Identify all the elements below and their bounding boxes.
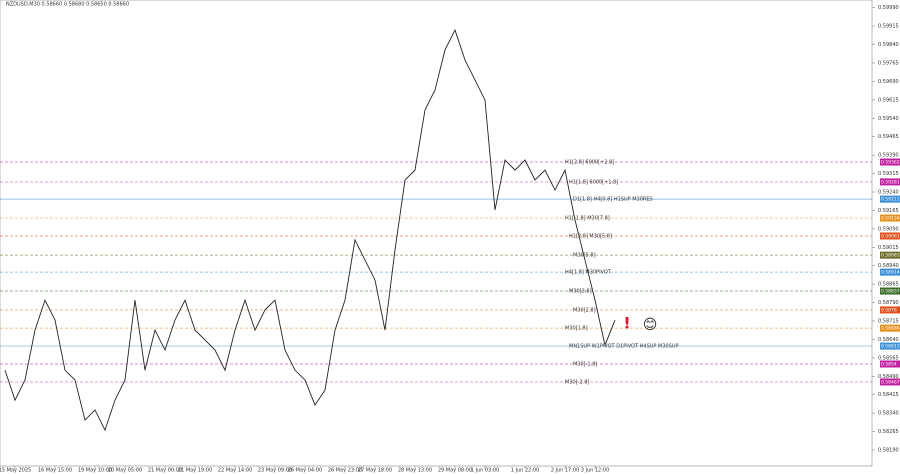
y-tick-label: 0.59990 — [878, 5, 899, 11]
price-box-label: 0.58686 — [881, 326, 900, 332]
y-tick-label: 0.58490 — [878, 374, 899, 380]
y-tick-label: 0.59090 — [878, 226, 899, 232]
x-tick-label: 22 May 14:00 — [218, 468, 252, 474]
x-tick-label: 28 May 13:00 — [398, 468, 432, 474]
level-label: H1[2.8] 6000[+2.8] — [565, 160, 614, 166]
price-box-label: 0.59281 — [881, 179, 900, 185]
y-tick-label: 0.58640 — [878, 337, 899, 343]
price-line — [4, 28, 616, 432]
x-tick-label: 26 May 23:00 — [328, 468, 362, 474]
y-tick-label: 0.58790 — [878, 300, 899, 306]
chart-title: NZDUSD,M30 0.58660 0.58680 0.58650 0.586… — [6, 2, 129, 8]
price-box-label: 0.58983 — [881, 253, 900, 259]
y-tick-label: 0.58190 — [878, 448, 899, 454]
y-tick-label: 0.59540 — [878, 116, 899, 122]
level-label: M30[2.8] — [573, 307, 596, 313]
y-tick-label: 0.59015 — [878, 245, 899, 251]
price-box-label: 0.59362 — [881, 160, 900, 166]
annotation: ! — [623, 314, 630, 333]
x-tick-label: 2 Jun 17:00 — [551, 468, 580, 474]
price-box-label: 0.58467 — [881, 379, 900, 385]
price-box-label: 0.59134 — [881, 216, 900, 222]
x-tick-label: 26 May 04:00 — [288, 468, 322, 474]
price-box — [880, 214, 900, 222]
y-tick-label: 0.59165 — [878, 208, 899, 214]
level-label: H1[1.8] 6000[+1.8] — [569, 179, 618, 185]
price-box-label: 0.58914 — [881, 270, 900, 276]
level-label: H1[-1.8] M30[7.8] — [565, 216, 610, 222]
level-label: M30[1.8] — [565, 326, 588, 332]
y-tick-label: 0.59615 — [878, 97, 899, 103]
x-tick-label: 23 May 09:00 — [258, 468, 292, 474]
y-tick-label: 0.59765 — [878, 60, 899, 66]
x-tick-label: 15 May 2025 — [0, 468, 31, 474]
price-box — [880, 195, 900, 203]
level-label: D1[1.8] H4[0.8] H1SUP M30RES — [573, 197, 653, 203]
price-box — [880, 232, 900, 240]
price-box — [880, 342, 900, 350]
x-tick-label: 1 Jun 22:00 — [511, 468, 540, 474]
plot-frame — [0, 0, 873, 467]
x-tick-label: 21 May 00:00 — [148, 468, 182, 474]
level-label: H1[2.8] M30[5.8] — [569, 233, 612, 239]
x-tick-label: 19 May 10:00 — [78, 468, 112, 474]
y-tick-label: 0.59390 — [878, 153, 899, 159]
y-tick-label: 0.58415 — [878, 392, 899, 398]
price-box — [880, 178, 900, 186]
x-tick-label: 16 May 15:00 — [38, 468, 72, 474]
price-box — [880, 306, 900, 314]
y-tick-label: 0.58265 — [878, 429, 899, 435]
price-box — [880, 158, 900, 166]
x-tick-label: 20 May 05:00 — [108, 468, 142, 474]
x-tick-label: 3 Jun 12:00 — [581, 468, 610, 474]
price-box — [880, 360, 900, 368]
x-tick-label: 29 May 08:00 — [438, 468, 472, 474]
annotation: 😊 — [643, 317, 658, 333]
price-box — [880, 378, 900, 386]
y-tick-label: 0.58865 — [878, 282, 899, 288]
price-box — [880, 287, 900, 295]
price-box — [880, 268, 900, 276]
y-tick-label: 0.59690 — [878, 79, 899, 85]
level-label: M30[-1.8] — [573, 362, 597, 368]
price-box-label: 0.59061 — [881, 233, 900, 239]
x-tick-label: 21 May 19:00 — [178, 468, 212, 474]
price-box — [880, 251, 900, 259]
price-box-label: 0.59211 — [881, 197, 900, 203]
price-box-label: 0.58837 — [881, 289, 900, 295]
price-box-label: 0.5854 — [881, 362, 897, 368]
y-tick-label: 0.58715 — [878, 319, 899, 325]
y-tick-label: 0.59915 — [878, 24, 899, 30]
y-tick-label: 0.59315 — [878, 171, 899, 177]
y-tick-label: 0.59840 — [878, 42, 899, 48]
y-tick-label: 0.59240 — [878, 189, 899, 195]
price-box — [880, 324, 900, 332]
level-label: M30[3.8] — [569, 289, 592, 295]
x-tick-label: 27 May 18:00 — [358, 468, 392, 474]
price-box-label: 0.58613 — [881, 344, 900, 350]
level-label: M30[-2.8] — [565, 379, 589, 385]
price-box-label: 0.5876 — [881, 307, 897, 313]
y-tick-label: 0.58340 — [878, 411, 899, 417]
level-label: MN1SUP W1PIVOT D1PIVOT H4SUP M30SUP — [569, 344, 679, 350]
y-tick-label: 0.58565 — [878, 355, 899, 361]
y-tick-label: 0.58940 — [878, 263, 899, 269]
y-tick-label: 0.59465 — [878, 134, 899, 140]
x-tick-label: 1 Jun 03:00 — [471, 468, 500, 474]
